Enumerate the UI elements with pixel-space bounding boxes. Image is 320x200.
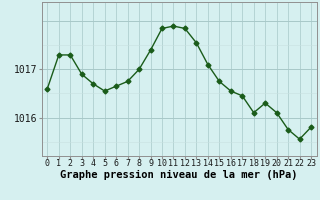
X-axis label: Graphe pression niveau de la mer (hPa): Graphe pression niveau de la mer (hPa) xyxy=(60,170,298,180)
